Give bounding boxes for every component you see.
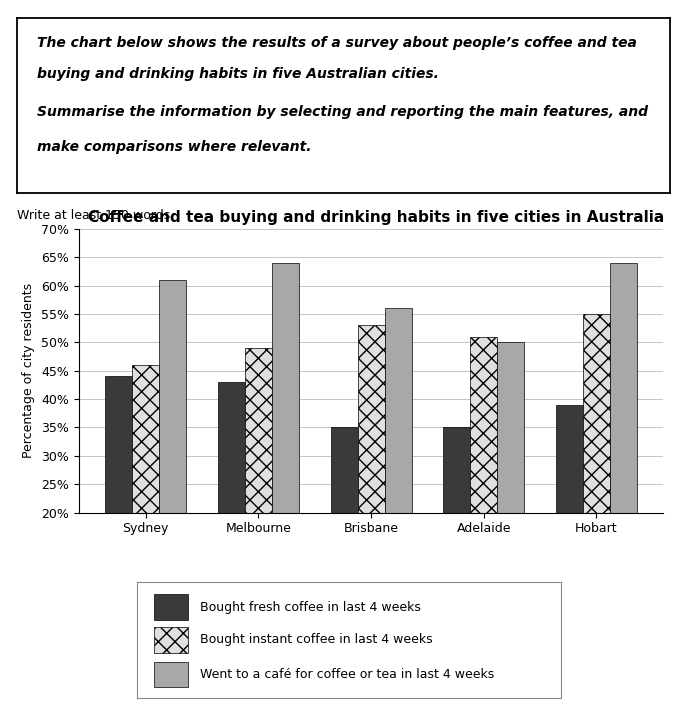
Bar bbox=[154, 595, 187, 620]
Text: Bought fresh coffee in last 4 weeks: Bought fresh coffee in last 4 weeks bbox=[200, 601, 421, 614]
Text: Went to a café for coffee or tea in last 4 weeks: Went to a café for coffee or tea in last… bbox=[200, 668, 495, 681]
Bar bbox=[154, 627, 187, 653]
Bar bbox=[384, 308, 412, 626]
Text: The chart below shows the results of a survey about people’s coffee and tea: The chart below shows the results of a s… bbox=[37, 36, 637, 49]
Bar bbox=[497, 342, 524, 626]
Text: Summarise the information by selecting and reporting the main features, and: Summarise the information by selecting a… bbox=[37, 105, 648, 119]
Text: Bought instant coffee in last 4 weeks: Bought instant coffee in last 4 weeks bbox=[200, 633, 433, 646]
Bar bbox=[358, 326, 384, 626]
Bar bbox=[132, 365, 159, 626]
Bar bbox=[272, 263, 299, 626]
Bar bbox=[105, 377, 132, 626]
Text: Write at least 150 words.: Write at least 150 words. bbox=[17, 209, 174, 222]
Bar bbox=[218, 382, 245, 626]
Text: Coffee and tea buying and drinking habits in five cities in Australia: Coffee and tea buying and drinking habit… bbox=[88, 210, 664, 225]
Bar bbox=[556, 405, 583, 626]
Bar bbox=[610, 263, 637, 626]
Bar bbox=[443, 427, 470, 626]
Text: buying and drinking habits in five Australian cities.: buying and drinking habits in five Austr… bbox=[37, 67, 438, 81]
Bar bbox=[245, 348, 272, 626]
Bar bbox=[154, 662, 187, 688]
Bar bbox=[470, 337, 497, 626]
Text: make comparisons where relevant.: make comparisons where relevant. bbox=[37, 140, 311, 154]
Bar bbox=[159, 280, 186, 626]
Bar bbox=[583, 314, 610, 626]
Y-axis label: Percentage of city residents: Percentage of city residents bbox=[23, 284, 36, 458]
Bar bbox=[330, 427, 358, 626]
